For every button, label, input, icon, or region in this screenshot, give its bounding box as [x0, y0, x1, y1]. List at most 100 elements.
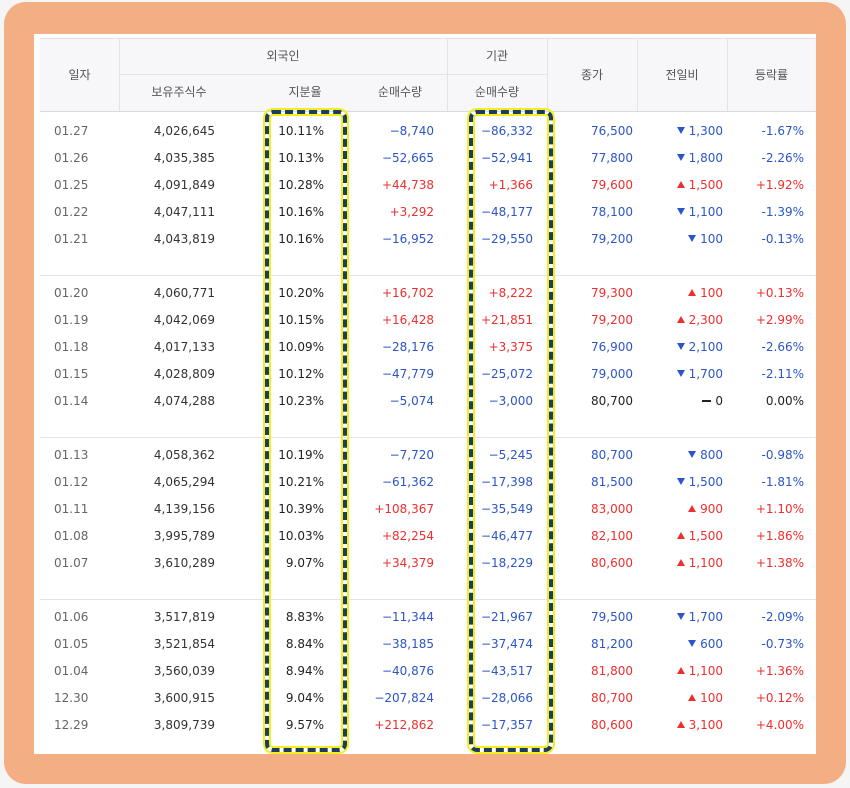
- row-inst-net: −48,177: [480, 205, 533, 219]
- row-change: 1,500: [634, 177, 723, 193]
- arrow-up-icon: [676, 181, 685, 188]
- row-ratio: 8.84%: [285, 637, 324, 651]
- row-close: 79,600: [591, 178, 633, 192]
- arrow-up-icon: [676, 532, 685, 539]
- row-foreign-net: −47,779: [381, 367, 434, 381]
- row-change: 1,500: [634, 528, 723, 544]
- row-foreign-net: −52,665: [381, 151, 434, 165]
- arrow-down-icon: [688, 451, 697, 458]
- row-change: 1,300: [634, 123, 723, 139]
- row-date: 01.13: [54, 448, 89, 462]
- row-date: 01.15: [54, 367, 89, 381]
- row-ratio: 10.11%: [278, 124, 324, 138]
- row-foreign-net: +44,738: [381, 178, 434, 192]
- row-foreign-net: −8,740: [389, 124, 434, 138]
- row-inst-net: −29,550: [480, 232, 533, 246]
- row-close: 83,000: [591, 502, 633, 516]
- highlight-ratio-column: [265, 110, 347, 752]
- row-change: 3,100: [634, 717, 723, 733]
- row-foreign-net: −11,344: [381, 610, 434, 624]
- row-change: 2,300: [634, 312, 723, 328]
- row-date: 01.18: [54, 340, 89, 354]
- row-holdings: 4,060,771: [153, 286, 215, 300]
- row-rate: +1.38%: [755, 556, 804, 570]
- row-foreign-net: +34,379: [381, 556, 434, 570]
- row-ratio: 10.20%: [278, 286, 324, 300]
- row-inst-net: −18,229: [480, 556, 533, 570]
- arrow-up-icon: [676, 559, 685, 566]
- row-foreign-net: −38,185: [381, 637, 434, 651]
- row-ratio: 10.23%: [278, 394, 324, 408]
- row-rate: +2.99%: [755, 313, 804, 327]
- row-change: 1,100: [634, 663, 723, 679]
- row-foreign-net: −7,720: [389, 448, 434, 462]
- row-inst-net: −52,941: [480, 151, 533, 165]
- row-ratio: 10.39%: [278, 502, 324, 516]
- group-divider: [40, 437, 816, 438]
- arrow-down-icon: [688, 235, 697, 242]
- row-close: 77,800: [591, 151, 633, 165]
- arrow-down-icon: [676, 613, 685, 620]
- row-rate: -0.98%: [761, 448, 804, 462]
- arrow-down-icon: [676, 208, 685, 215]
- row-rate: -0.73%: [761, 637, 804, 651]
- row-rate: -0.13%: [761, 232, 804, 246]
- row-holdings: 4,091,849: [153, 178, 215, 192]
- row-inst-net: −43,517: [480, 664, 533, 678]
- row-change: 800: [634, 447, 723, 463]
- row-foreign-net: +108,367: [374, 502, 434, 516]
- row-change: 100: [634, 285, 723, 301]
- arrow-down-icon: [688, 640, 697, 647]
- row-holdings: 3,600,915: [153, 691, 215, 705]
- row-holdings: 4,026,645: [153, 124, 215, 138]
- row-holdings: 3,521,854: [153, 637, 215, 651]
- row-date: 01.20: [54, 286, 89, 300]
- group-divider: [40, 599, 816, 600]
- row-date: 12.30: [54, 691, 89, 705]
- group-divider: [40, 275, 816, 276]
- row-inst-net: −86,332: [480, 124, 533, 138]
- row-close: 81,800: [591, 664, 633, 678]
- arrow-down-icon: [676, 478, 685, 485]
- row-ratio: 10.16%: [278, 232, 324, 246]
- row-close: 81,500: [591, 475, 633, 489]
- row-rate: +0.12%: [755, 691, 804, 705]
- arrow-down-icon: [676, 370, 685, 377]
- arrow-up-icon: [676, 316, 685, 323]
- row-rate: -1.67%: [761, 124, 804, 138]
- row-change: 1,100: [634, 204, 723, 220]
- row-ratio: 9.04%: [285, 691, 324, 705]
- header-foreign-net: 순매수량: [377, 85, 423, 99]
- row-inst-net: −5,245: [488, 448, 533, 462]
- row-ratio: 10.12%: [278, 367, 324, 381]
- row-holdings: 3,995,789: [153, 529, 215, 543]
- row-ratio: 8.94%: [285, 664, 324, 678]
- row-rate: 0.00%: [765, 394, 804, 408]
- row-change: 900: [634, 501, 723, 517]
- row-date: 01.19: [54, 313, 89, 327]
- row-date: 01.21: [54, 232, 89, 246]
- row-date: 01.05: [54, 637, 89, 651]
- row-date: 01.14: [54, 394, 89, 408]
- row-close: 79,500: [591, 610, 633, 624]
- header-rate: 등락률: [754, 68, 789, 82]
- row-inst-net: −37,474: [480, 637, 533, 651]
- row-ratio: 10.19%: [278, 448, 324, 462]
- row-change: 1,700: [634, 366, 723, 382]
- row-date: 01.07: [54, 556, 89, 570]
- arrow-up-icon: [688, 694, 697, 701]
- row-close: 80,600: [591, 718, 633, 732]
- header-date: 일자: [68, 68, 91, 82]
- row-holdings: 4,017,133: [153, 340, 215, 354]
- arrow-down-icon: [676, 154, 685, 161]
- row-inst-net: +1,366: [488, 178, 533, 192]
- row-foreign-net: −28,176: [381, 340, 434, 354]
- row-inst-net: −35,549: [480, 502, 533, 516]
- row-rate: +1.36%: [755, 664, 804, 678]
- row-ratio: 9.57%: [285, 718, 324, 732]
- row-holdings: 4,139,156: [153, 502, 215, 516]
- arrow-up-icon: [688, 505, 697, 512]
- row-rate: -1.39%: [761, 205, 804, 219]
- row-date: 01.06: [54, 610, 89, 624]
- row-close: 80,700: [591, 691, 633, 705]
